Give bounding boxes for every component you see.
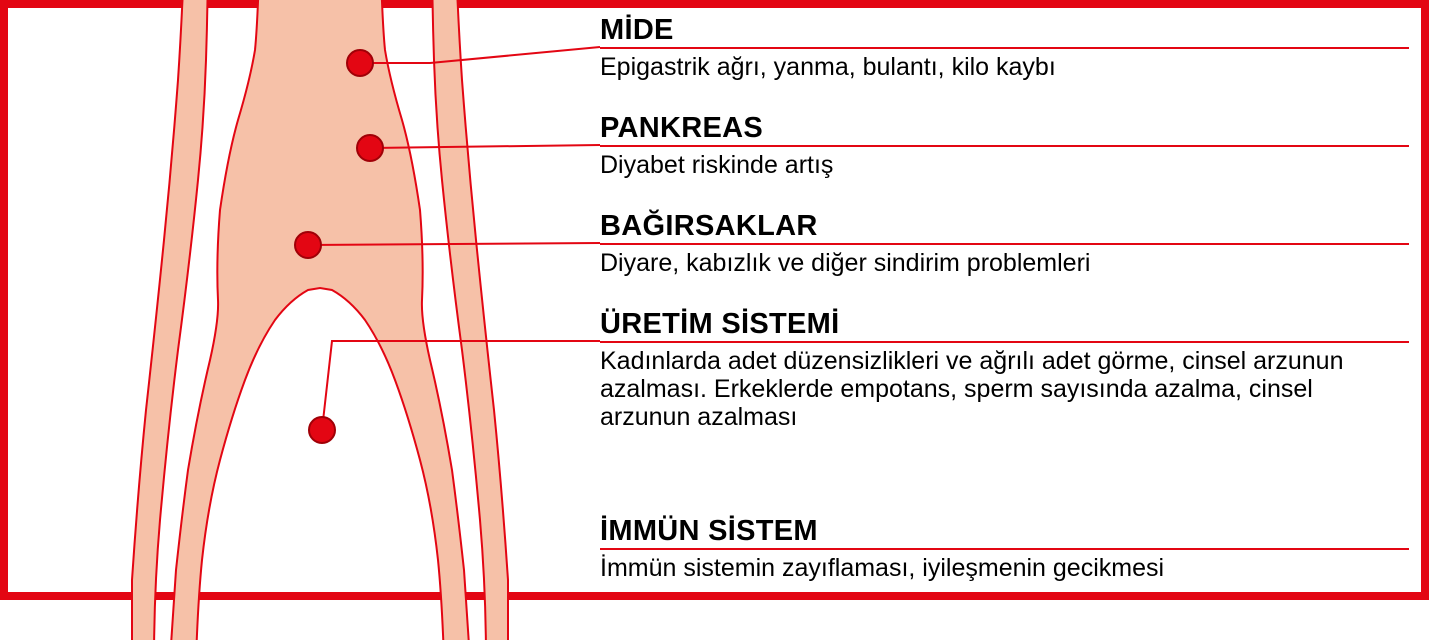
marker-bagirsaklar [294, 231, 322, 259]
entry-rule-immun [600, 548, 1409, 550]
torso-outline [132, 0, 508, 640]
marker-uretim [308, 416, 336, 444]
entry-title-pankreas: PANKREAS [600, 112, 1409, 145]
entry-rule-bagirsaklar [600, 243, 1409, 245]
marker-pankreas [356, 134, 384, 162]
entry-desc-immun: İmmün sistemin zayıflaması, iyileşmenin … [600, 554, 1409, 582]
entry-pankreas: PANKREASDiyabet riskinde artış [600, 112, 1409, 145]
entry-rule-pankreas [600, 145, 1409, 147]
entry-desc-pankreas: Diyabet riskinde artış [600, 151, 1409, 179]
entry-title-bagirsaklar: BAĞIRSAKLAR [600, 210, 1409, 243]
entry-uretim: ÜRETİM SİSTEMİKadınlarda adet düzensizli… [600, 308, 1409, 341]
entry-title-uretim: ÜRETİM SİSTEMİ [600, 308, 1409, 341]
marker-mide [346, 49, 374, 77]
entry-desc-bagirsaklar: Diyare, kabızlık ve diğer sindirim probl… [600, 249, 1409, 277]
entry-bagirsaklar: BAĞIRSAKLARDiyare, kabızlık ve diğer sin… [600, 210, 1409, 243]
entry-desc-mide: Epigastrik ağrı, yanma, bulantı, kilo ka… [600, 53, 1409, 81]
entry-immun: İMMÜN SİSTEMİmmün sistemin zayıflaması, … [600, 515, 1409, 548]
entry-mide: MİDEEpigastrik ağrı, yanma, bulantı, kil… [600, 14, 1409, 47]
entry-title-mide: MİDE [600, 14, 1409, 47]
entry-rule-mide [600, 47, 1409, 49]
entry-rule-uretim [600, 341, 1409, 343]
entry-desc-uretim: Kadınlarda adet düzensizlikleri ve ağrıl… [600, 347, 1409, 431]
entry-title-immun: İMMÜN SİSTEM [600, 515, 1409, 548]
human-torso-figure [90, 0, 550, 640]
